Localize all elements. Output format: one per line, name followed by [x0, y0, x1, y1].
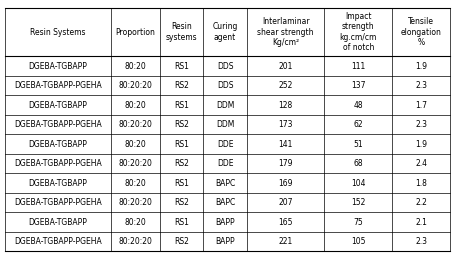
Text: DGEBA-TGBAPP-PGEHA: DGEBA-TGBAPP-PGEHA: [14, 237, 102, 246]
Text: 207: 207: [278, 198, 293, 207]
Text: 80:20:20: 80:20:20: [118, 81, 152, 90]
Text: 75: 75: [354, 218, 363, 227]
Text: RS1: RS1: [174, 101, 189, 110]
Text: DGEBA-TGBAPP: DGEBA-TGBAPP: [28, 140, 87, 149]
Text: 80:20: 80:20: [125, 140, 147, 149]
Text: BAPP: BAPP: [215, 218, 235, 227]
Text: 2.3: 2.3: [415, 120, 427, 129]
Text: RS1: RS1: [174, 179, 189, 188]
Text: DDE: DDE: [217, 140, 233, 149]
Text: DDE: DDE: [217, 159, 233, 168]
Text: 111: 111: [351, 62, 365, 71]
Text: 1.7: 1.7: [415, 101, 427, 110]
Text: 80:20: 80:20: [125, 62, 147, 71]
Text: 80:20: 80:20: [125, 218, 147, 227]
Text: RS2: RS2: [174, 237, 189, 246]
Text: 104: 104: [351, 179, 366, 188]
Text: RS2: RS2: [174, 120, 189, 129]
Text: DDS: DDS: [217, 81, 233, 90]
Text: BAPP: BAPP: [215, 237, 235, 246]
Text: 137: 137: [351, 81, 366, 90]
Text: BAPC: BAPC: [215, 179, 235, 188]
Text: RS2: RS2: [174, 159, 189, 168]
Text: 80:20: 80:20: [125, 179, 147, 188]
Text: 2.3: 2.3: [415, 81, 427, 90]
Text: 2.1: 2.1: [415, 218, 427, 227]
Text: DGEBA-TGBAPP: DGEBA-TGBAPP: [28, 62, 87, 71]
Text: 165: 165: [278, 218, 293, 227]
Text: 1.9: 1.9: [415, 140, 427, 149]
Text: DGEBA-TGBAPP-PGEHA: DGEBA-TGBAPP-PGEHA: [14, 198, 102, 207]
Text: DGEBA-TGBAPP-PGEHA: DGEBA-TGBAPP-PGEHA: [14, 120, 102, 129]
Text: Curing
agent: Curing agent: [212, 22, 238, 42]
Text: 252: 252: [278, 81, 293, 90]
Text: Resin Systems: Resin Systems: [30, 27, 86, 37]
Text: DGEBA-TGBAPP-PGEHA: DGEBA-TGBAPP-PGEHA: [14, 159, 102, 168]
Text: 2.3: 2.3: [415, 237, 427, 246]
Text: 80:20:20: 80:20:20: [118, 198, 152, 207]
Text: RS2: RS2: [174, 198, 189, 207]
Text: RS1: RS1: [174, 218, 189, 227]
Text: RS1: RS1: [174, 62, 189, 71]
Text: 221: 221: [278, 237, 293, 246]
Text: 80:20:20: 80:20:20: [118, 120, 152, 129]
Text: Impact
strength
kg.cm/cm
of notch: Impact strength kg.cm/cm of notch: [340, 12, 377, 52]
Text: Proportion: Proportion: [116, 27, 155, 37]
Text: Tensile
elongation
%: Tensile elongation %: [401, 17, 442, 47]
Text: 80:20:20: 80:20:20: [118, 159, 152, 168]
Text: DGEBA-TGBAPP: DGEBA-TGBAPP: [28, 101, 87, 110]
Text: 80:20: 80:20: [125, 101, 147, 110]
Text: DGEBA-TGBAPP-PGEHA: DGEBA-TGBAPP-PGEHA: [14, 81, 102, 90]
Text: Resin
systems: Resin systems: [166, 22, 197, 42]
Text: DDS: DDS: [217, 62, 233, 71]
Text: RS2: RS2: [174, 81, 189, 90]
Text: Interlaminar
shear strength
Kg/cm²: Interlaminar shear strength Kg/cm²: [258, 17, 314, 47]
Text: 201: 201: [278, 62, 293, 71]
Text: 51: 51: [354, 140, 363, 149]
Text: 141: 141: [278, 140, 293, 149]
Text: 62: 62: [354, 120, 363, 129]
Text: 1.9: 1.9: [415, 62, 427, 71]
Text: DGEBA-TGBAPP: DGEBA-TGBAPP: [28, 218, 87, 227]
Text: 152: 152: [351, 198, 365, 207]
Text: RS1: RS1: [174, 140, 189, 149]
Text: 169: 169: [278, 179, 293, 188]
Text: 173: 173: [278, 120, 293, 129]
Text: 48: 48: [354, 101, 363, 110]
Text: DDM: DDM: [216, 101, 234, 110]
Text: 2.2: 2.2: [415, 198, 427, 207]
Text: DDM: DDM: [216, 120, 234, 129]
Text: 1.8: 1.8: [415, 179, 427, 188]
Text: 179: 179: [278, 159, 293, 168]
Text: 105: 105: [351, 237, 366, 246]
Text: BAPC: BAPC: [215, 198, 235, 207]
Text: 68: 68: [354, 159, 363, 168]
Text: 80:20:20: 80:20:20: [118, 237, 152, 246]
Text: 128: 128: [278, 101, 293, 110]
Text: 2.4: 2.4: [415, 159, 427, 168]
Text: DGEBA-TGBAPP: DGEBA-TGBAPP: [28, 179, 87, 188]
